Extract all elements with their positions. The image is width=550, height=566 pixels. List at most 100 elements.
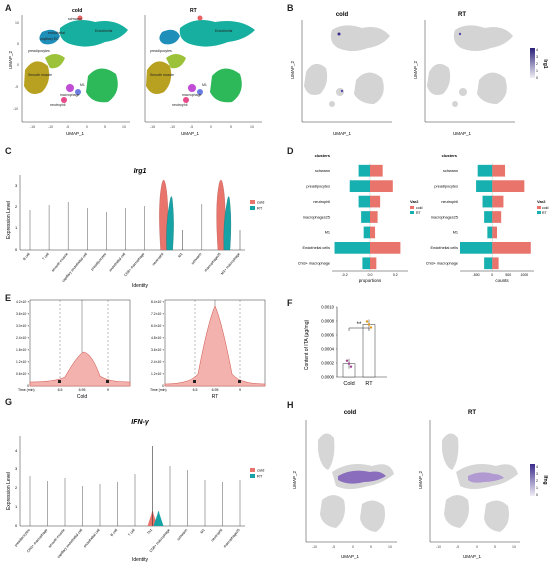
panel-e-left-xtick-1: 6.95: [79, 388, 86, 392]
d-left-xtick-1: 0.0: [368, 273, 373, 277]
g-category-label-12: macrophage25: [223, 528, 241, 548]
panel-d-legend-rt-right: RT: [542, 211, 547, 215]
panel-letter-f: F: [287, 298, 293, 308]
panel-a-xtick-r2: -5: [190, 125, 193, 129]
panel-b-legend-tick-1: 3: [536, 55, 538, 59]
panel-b-title-rt: RT: [458, 12, 466, 18]
panel-e-left-time-label: Time (min): [18, 388, 35, 392]
d-right-category-4: M1: [453, 231, 458, 235]
e-right-ytick-0: 8.4×10⁻³: [151, 300, 165, 304]
d-left-bar-rt-0: [358, 164, 370, 177]
panel-e-right-xtick-2: 9: [239, 388, 241, 392]
f-point-1-2: [369, 326, 373, 329]
panel-h-xtick-4: 10: [388, 545, 392, 549]
panel-e-right-marker-a: [193, 380, 196, 383]
panel-b-legend-tick-2: 2: [536, 62, 538, 66]
cluster-fibroblast: [45, 54, 65, 69]
panel-h-ylabel-left: UMAP_2: [292, 471, 297, 490]
panel-e-left-yticks: 4.2×10⁻³ 3.6×10⁻³ 3.0×10⁻³ 2.4×10⁻³ 1.8×10⁻³…: [16, 300, 30, 388]
umap-gray-1: [330, 25, 390, 51]
d-right-bar-rt-2: [482, 195, 493, 208]
category-label-8: M1: [177, 252, 183, 258]
h-gray-1: [318, 433, 335, 470]
panel-a-ytick-2: 0: [17, 63, 19, 67]
f-ytick-4: 0.0002: [321, 360, 334, 365]
panel-letter-h: H: [287, 400, 294, 410]
panel-g-violin: IFN-γ Expression Level Identity 4 3 2 1 …: [6, 419, 264, 563]
cluster-neutrophil-rt: [183, 97, 189, 103]
panel-b-legend-tick-4: 0: [536, 76, 538, 80]
d-right-bar-rt-0: [477, 164, 493, 177]
h-gray-r3: [444, 495, 469, 528]
d-left-category-0: schwann: [315, 169, 330, 173]
f-ytick-5: 0.0000: [321, 374, 334, 379]
d-left-category-4: M1: [325, 231, 330, 235]
panel-e-right-xtick-0: 6.5: [193, 388, 198, 392]
d-left-bar-cold-0: [370, 164, 383, 177]
panel-a-xtick-2: -5: [66, 125, 69, 129]
cluster-smooth-muscle: [24, 61, 50, 94]
panel-b-umap: cold RT UMAP_2 UMAP_2 UMAP_1 UMAP_1 Irg1…: [290, 12, 548, 136]
d-right-bar-rt-6: [484, 257, 493, 270]
panel-e-right-yticks: 8.4×10⁻³ 7.2×10⁻³ 6.0×10⁻³ 4.8×10⁻³ 3.6×10⁻³…: [151, 300, 165, 388]
panel-g-ytick-4: 0: [15, 523, 18, 528]
panel-h-title-cold: cold: [344, 410, 357, 416]
violin-g-rt-7: [153, 511, 164, 526]
cluster-label-7: macrophage: [60, 93, 80, 97]
panel-h-xtick-r0: -10: [436, 545, 441, 549]
d-right-category-6: Chi3+ macrophage: [426, 262, 458, 266]
panel-e-right-marker-b: [238, 380, 241, 383]
panel-b-irg1-dot2: [340, 89, 344, 93]
panel-c-legend-cold-swatch: [250, 200, 255, 204]
panel-h-xtick-2: 0: [352, 545, 354, 549]
panel-d-cluster-header-right: clusters: [442, 153, 458, 158]
panel-b-irg1-dot: [337, 32, 341, 36]
cluster-label-10: M1: [80, 83, 85, 87]
e-right-ytick-2: 6.0×10⁻³: [151, 324, 165, 328]
panel-e-xlabel-cold: Cold: [77, 394, 88, 400]
d-left-category-3: macrophages25: [303, 215, 330, 219]
cluster-preadipocytes: [86, 68, 118, 103]
umap-gray-r3: [477, 72, 507, 104]
f-point-0-0: [345, 359, 349, 362]
panel-c-ytick-3: 0: [15, 247, 18, 252]
d-right-bar-cold-5: [492, 241, 531, 254]
panel-d-legend-cold-left: cold: [416, 206, 422, 210]
panel-letter-c: C: [5, 146, 12, 156]
panel-f-barchart: Content of ITA (μg/mg) 0.0010 0.0008 0.000…: [304, 304, 387, 387]
panel-h-legend-tick-1: 3: [536, 472, 538, 476]
cluster-fibroblast-rt: [166, 54, 186, 69]
d-right-bar-cold-1: [492, 180, 525, 193]
panel-d-legend-cold-swatch-left: [410, 206, 414, 209]
umap-gray-4: [336, 88, 344, 96]
panel-d-legend-cold-right: cold: [542, 206, 548, 210]
cluster-label-6: Smooth muscle: [28, 73, 52, 77]
d-left-bar-cold-1: [370, 180, 393, 193]
e-right-ytick-1: 7.2×10⁻³: [151, 312, 165, 316]
panel-g-title: IFN-γ: [131, 419, 150, 426]
umap-gray-r2: [427, 63, 451, 95]
panel-b-legend-tick-3: 1: [536, 69, 538, 73]
umap-gray-2: [304, 63, 328, 95]
panel-g-ylabel: Expression Level: [6, 472, 12, 510]
panel-d-cluster-header-left: clusters: [315, 153, 331, 158]
category-label-0: B cell: [22, 252, 31, 261]
category-label-7: neutrophil: [151, 252, 164, 267]
panel-a-xtick-4: 5: [104, 125, 106, 129]
panel-h-xtick-r2: 0: [476, 545, 478, 549]
d-right-bar-cold-2: [492, 195, 504, 208]
panel-h-xlabel-right: UMAP_1: [463, 554, 482, 559]
panel-c-title: Irg1: [134, 168, 147, 175]
panel-e-rt-peak: [164, 305, 266, 387]
cluster-label-r6: Smooth muscle: [150, 73, 174, 77]
d-right-bar-cold-3: [492, 211, 502, 223]
d-left-bar-rt-2: [358, 195, 370, 208]
g-category-label-0: preadipocytes: [14, 528, 31, 547]
cluster-label-2: preadipocytes: [28, 49, 50, 53]
category-label-5: endothelial cell: [108, 252, 126, 272]
panel-b-left-cells: [304, 25, 390, 107]
f-point-1-0: [365, 320, 369, 323]
cluster-label-r8: neutrophil: [172, 103, 188, 107]
cluster-label-1: schwann: [68, 17, 82, 21]
